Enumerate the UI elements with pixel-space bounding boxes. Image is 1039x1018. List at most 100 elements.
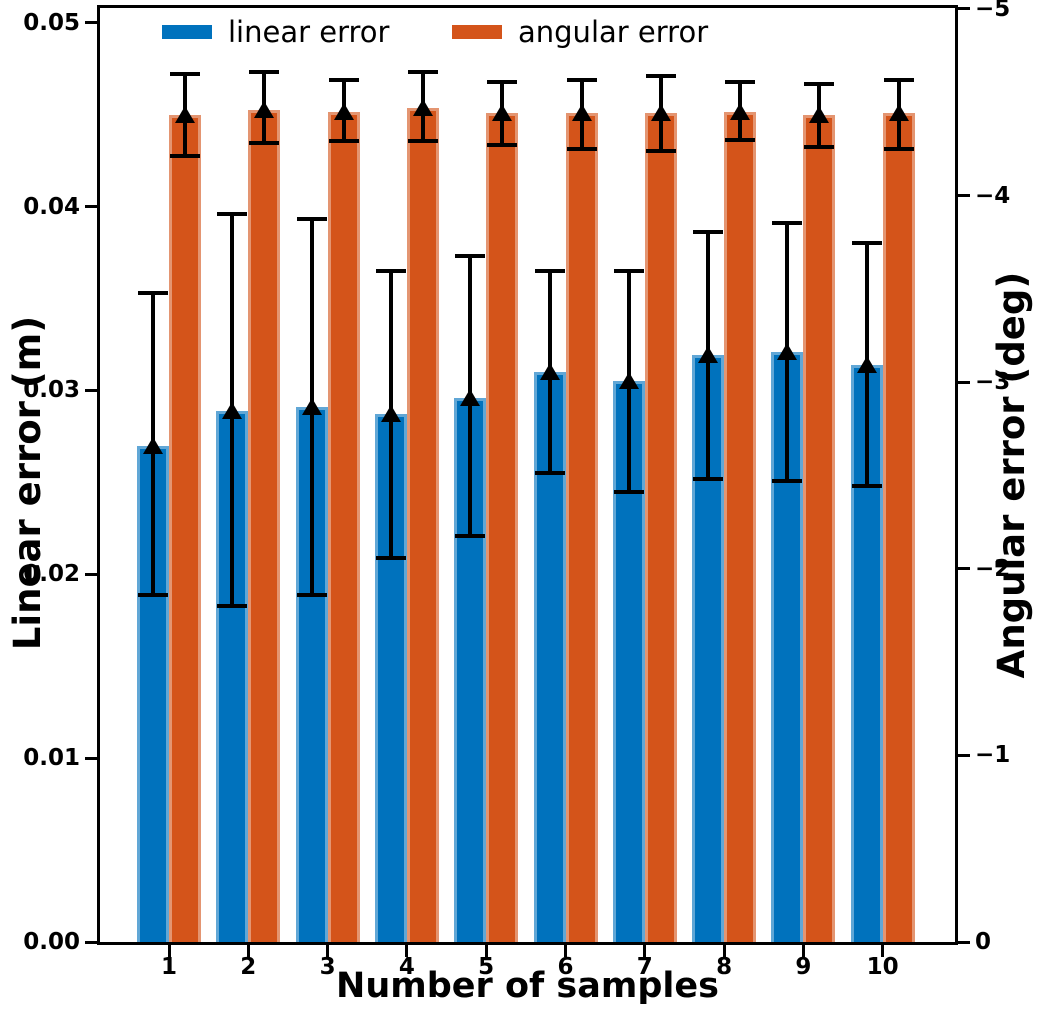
errorbar-cap-top (772, 221, 803, 226)
left-axis-tick-label: 0.02 (23, 561, 80, 588)
error-marker-triangle-icon (856, 355, 877, 373)
errorbar-cap-top (249, 70, 280, 75)
errorbar-cap-top (217, 211, 248, 216)
x-axis-tick (246, 945, 250, 957)
left-axis-tick (85, 756, 97, 760)
x-axis-tick (801, 945, 805, 957)
bar-angular-error (486, 113, 519, 942)
legend-label: angular error (518, 15, 709, 49)
errorbar-cap-top (487, 79, 518, 84)
error-marker-triangle-icon (301, 397, 322, 415)
right-axis-tick (958, 940, 970, 944)
error-marker-triangle-icon (777, 342, 798, 360)
error-marker-triangle-icon (460, 388, 481, 406)
x-axis-tick-label: 4 (398, 954, 415, 980)
x-axis-tick-label: 8 (716, 954, 733, 980)
x-axis-tick (405, 945, 409, 957)
x-axis-tick (484, 945, 488, 957)
error-marker-triangle-icon (888, 104, 909, 122)
errorbar-cap-bottom (138, 592, 168, 597)
right-axis-tick (958, 753, 970, 757)
x-axis-tick-label: 10 (866, 954, 899, 980)
error-marker-triangle-icon (254, 100, 275, 118)
errorbar-cap-top (613, 268, 644, 273)
errorbar-cap-bottom (455, 533, 486, 538)
errorbar-cap-bottom (170, 154, 200, 159)
bar-angular-error (169, 115, 201, 942)
errorbar-cap-top (296, 217, 327, 222)
right-axis-tick-label: −1 (975, 742, 1011, 769)
bar-angular-error (327, 111, 360, 942)
x-axis-tick-label: 1 (160, 954, 177, 980)
bar-angular-error (565, 113, 598, 942)
errorbar-cap-top (566, 77, 597, 82)
errorbar-cap-bottom (883, 146, 914, 151)
left-axis-tick-label: 0.01 (23, 745, 80, 772)
x-axis-tick-label: 6 (557, 954, 574, 980)
errorbar-cap-bottom (328, 139, 359, 144)
errorbar-cap-top (407, 70, 438, 75)
errorbar-cap-bottom (804, 145, 835, 150)
errorbar-cap-top (534, 268, 565, 273)
error-marker-triangle-icon (809, 106, 830, 124)
x-axis-label: Number of samples (336, 966, 719, 1006)
errorbar-cap-bottom (534, 471, 565, 476)
left-axis-tick (85, 388, 97, 392)
right-axis-tick (958, 194, 970, 198)
left-axis-tick (85, 205, 97, 209)
bar-linear-error (295, 406, 328, 942)
bar-angular-error (882, 113, 915, 942)
errorbar-cap-bottom (249, 141, 280, 146)
errorbar-cap-bottom (772, 478, 803, 483)
errorbar-cap-bottom (487, 143, 518, 148)
bar-angular-error (803, 115, 836, 942)
error-marker-triangle-icon (730, 102, 751, 120)
right-axis-tick-label: −5 (975, 0, 1011, 22)
right-axis-tick (958, 380, 970, 384)
errorbar-cap-bottom (217, 603, 248, 608)
errorbar-cap-top (645, 74, 676, 79)
x-axis-tick (564, 945, 567, 957)
error-marker-triangle-icon (143, 436, 163, 454)
errorbar-cap-bottom (296, 592, 327, 597)
right-axis-tick-label: 0 (975, 929, 992, 955)
error-marker-triangle-icon (175, 106, 195, 124)
error-marker-triangle-icon (539, 363, 560, 381)
errorbar-cap-top (328, 77, 359, 82)
errorbar-cap-top (170, 72, 200, 77)
x-axis-tick-label: 7 (636, 954, 653, 980)
x-axis-tick (881, 945, 885, 957)
legend-swatch-angular-error (452, 25, 502, 39)
errorbar-cap-top (804, 81, 835, 86)
errorbar-cap-top (693, 230, 724, 235)
legend-swatch-linear-error (162, 25, 212, 39)
errorbar-cap-bottom (851, 484, 882, 489)
error-marker-triangle-icon (618, 372, 639, 390)
x-axis-tick (722, 945, 726, 957)
errorbar-cap-bottom (407, 139, 438, 144)
errorbar-cap-bottom (613, 489, 644, 494)
errorbar-cap-top (851, 241, 882, 246)
error-marker-triangle-icon (492, 104, 513, 122)
legend-entry: linear error (162, 15, 389, 49)
left-axis-tick-label: 0.04 (23, 193, 80, 220)
errorbar-cap-top (375, 268, 406, 273)
x-axis-tick (167, 945, 171, 957)
errorbar-cap-top (455, 254, 486, 259)
left-axis-tick-label: 0.03 (23, 377, 80, 404)
error-marker-triangle-icon (650, 104, 671, 122)
legend-label: linear error (228, 15, 390, 49)
right-axis-tick (958, 7, 970, 11)
error-marker-triangle-icon (333, 102, 354, 120)
errorbar-cap-bottom (725, 137, 756, 142)
errorbar-cap-top (138, 290, 168, 295)
left-y-axis-label: Linear error (m) (6, 315, 49, 651)
bar-angular-error (724, 111, 757, 942)
right-axis-tick-label: −4 (975, 182, 1011, 209)
bar-angular-error (406, 107, 439, 942)
error-marker-triangle-icon (222, 401, 243, 419)
bar-angular-error (248, 109, 281, 942)
error-marker-triangle-icon (380, 405, 401, 423)
left-axis-tick (85, 940, 97, 944)
